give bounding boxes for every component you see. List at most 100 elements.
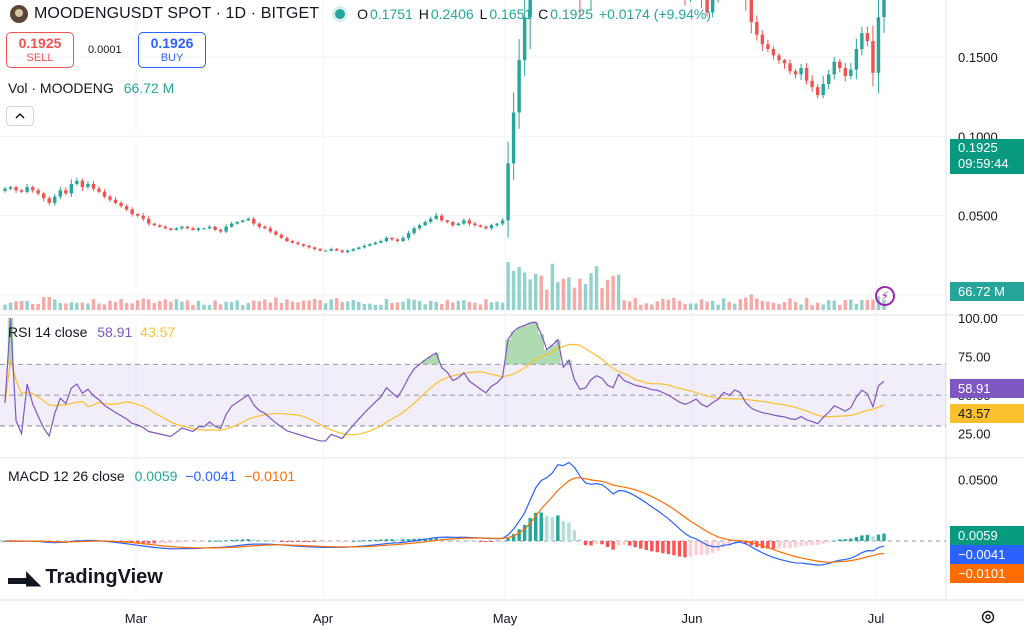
buy-label: BUY xyxy=(160,52,184,64)
candle-body xyxy=(169,228,173,230)
symbol-title[interactable]: MOODENGUSDT SPOT · 1D · BITGET xyxy=(34,5,320,22)
volume-bar xyxy=(64,303,68,310)
macd-histogram-bar xyxy=(180,541,184,543)
macd-histogram-bar xyxy=(727,541,731,546)
candle-body xyxy=(401,237,405,242)
candle-body xyxy=(334,248,339,251)
candle-body xyxy=(75,180,79,184)
volume-legend-label: Vol · MOODENG xyxy=(8,80,114,96)
candle-body xyxy=(36,190,40,194)
candle-body xyxy=(323,250,328,252)
volume-bar xyxy=(30,304,35,310)
macd-histogram-bar xyxy=(434,538,438,541)
volume-bar xyxy=(346,301,350,310)
macd-histogram-bar xyxy=(296,541,300,542)
candle-body xyxy=(462,220,466,224)
macd-histogram-bar xyxy=(594,541,599,545)
candle-body xyxy=(506,163,510,221)
candle-body xyxy=(279,234,284,238)
candle-body xyxy=(882,0,886,18)
volume-bar xyxy=(578,278,582,310)
macd-histogram-bar xyxy=(517,529,521,541)
collapse-legend-button[interactable] xyxy=(6,106,34,126)
candle-body xyxy=(307,245,311,248)
macd-signal-line xyxy=(4,477,885,563)
flash-icon[interactable]: ⚡ xyxy=(875,286,895,306)
sell-button[interactable]: 0.1925 SELL xyxy=(6,32,74,68)
candle-body xyxy=(30,187,35,191)
volume-bar xyxy=(528,279,532,310)
volume-bar xyxy=(368,303,372,310)
rsi-badge: 58.91 xyxy=(950,379,1024,398)
candle-body xyxy=(865,33,870,42)
candle-body xyxy=(710,0,715,13)
visibility-icon[interactable] xyxy=(335,9,346,19)
volume-bar xyxy=(600,288,604,310)
volume-bar xyxy=(58,302,62,310)
volume-bar xyxy=(296,302,300,310)
volume-bar xyxy=(860,300,864,310)
price-tick-label: 0.1500 xyxy=(958,50,998,65)
volume-bar xyxy=(329,299,333,310)
chevron-up-icon xyxy=(15,112,25,119)
volume-bar xyxy=(119,299,123,310)
volume-bar xyxy=(782,301,787,310)
volume-bar xyxy=(788,298,792,310)
volume-bar xyxy=(473,302,477,310)
volume-bar xyxy=(180,301,184,310)
macd-histogram-bar xyxy=(832,540,836,542)
macd-histogram-bar xyxy=(672,541,676,556)
macd-histogram-bar xyxy=(252,539,256,541)
candle-body xyxy=(793,71,798,75)
candle-body xyxy=(274,231,278,235)
volume-bar xyxy=(218,304,223,310)
open-label: O xyxy=(357,6,368,22)
volume-bar xyxy=(53,299,57,310)
volume-bar xyxy=(799,304,803,310)
macd-histogram-bar xyxy=(666,541,671,555)
volume-bar xyxy=(639,304,643,310)
candle-body xyxy=(440,215,444,221)
buy-button[interactable]: 0.1926 BUY xyxy=(138,32,206,68)
candle-body xyxy=(263,226,267,229)
macd-histogram-bar xyxy=(191,541,195,542)
volume-bar xyxy=(423,304,427,310)
candle-body xyxy=(379,241,383,243)
macd-histogram-bar xyxy=(390,539,394,541)
settings-gear-icon[interactable] xyxy=(980,609,996,625)
macd-histogram-bar xyxy=(771,541,776,549)
macd-histogram-bar xyxy=(511,534,516,541)
macd-histogram-bar xyxy=(522,524,527,541)
candle-body xyxy=(804,68,809,81)
volume-bar xyxy=(655,301,660,310)
candle-body xyxy=(517,60,521,113)
candle-body xyxy=(838,61,842,69)
macd-histogram-bar xyxy=(185,541,190,542)
rsi-legend-label: RSI 14 close xyxy=(8,324,88,340)
macd-histogram-bar xyxy=(368,540,372,542)
macd-histogram-bar xyxy=(218,540,223,542)
volume-bar xyxy=(650,304,654,310)
volume-bar xyxy=(80,302,85,310)
macd-histogram-bar xyxy=(583,541,588,546)
volume-bar xyxy=(871,299,875,310)
candle-body xyxy=(296,242,300,245)
candle-body xyxy=(25,187,29,192)
volume-bar xyxy=(196,300,201,310)
volume-bar xyxy=(274,297,278,310)
macd-histogram-bar xyxy=(644,541,648,550)
volume-bar xyxy=(279,302,284,310)
macd-histogram-bar xyxy=(207,540,212,542)
volume-bar xyxy=(91,299,96,310)
volume-bar xyxy=(14,301,18,310)
candle-body xyxy=(788,63,792,72)
volume-bar xyxy=(301,300,306,310)
candle-body xyxy=(821,83,825,96)
macd-histogram-bar xyxy=(202,541,206,542)
volume-bar xyxy=(19,301,24,310)
tradingview-watermark[interactable]: ▬◣ TradingView xyxy=(8,565,163,590)
volume-badge: 66.72 M xyxy=(950,282,1024,301)
rsi-tick-label: 75.00 xyxy=(958,350,991,365)
volume-bar xyxy=(484,299,488,310)
volume-bar xyxy=(567,277,571,310)
